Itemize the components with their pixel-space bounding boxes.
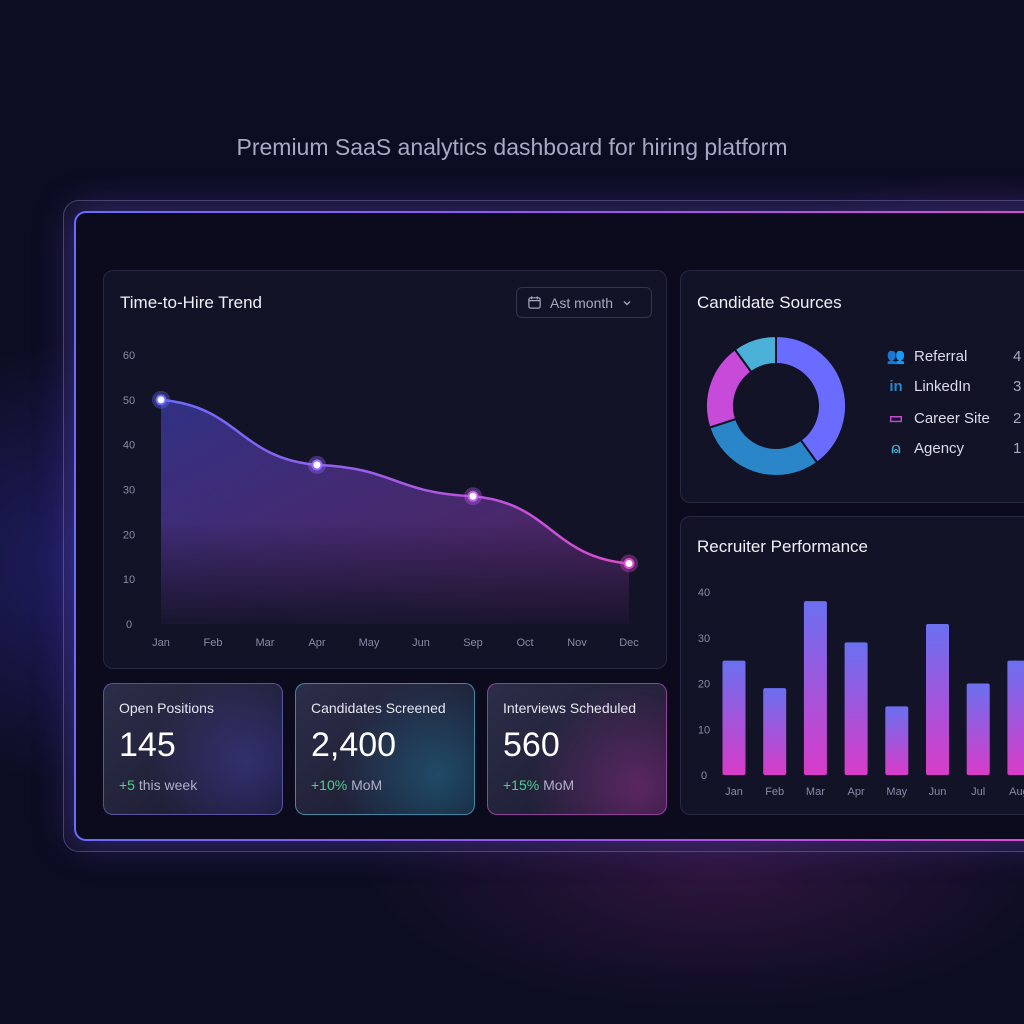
source-label: Agency (914, 440, 965, 457)
y-tick-label: 40 (698, 587, 710, 599)
x-tick-label: Jun (412, 637, 430, 649)
data-point[interactable] (155, 394, 167, 406)
kpi-delta-suffix: MoM (347, 777, 383, 793)
x-tick-label: Feb (765, 786, 784, 798)
y-tick-label: 20 (698, 679, 710, 691)
bar-mar[interactable] (803, 601, 827, 775)
period-label: Ast month (550, 294, 614, 311)
y-tick-label: 0 (701, 770, 707, 782)
x-tick-label: Mar (256, 637, 275, 649)
source-value: 1 (1013, 440, 1022, 457)
source-value: 3 (1013, 378, 1022, 395)
linkedin-icon: in (889, 378, 903, 395)
period-dropdown[interactable]: Ast month (516, 287, 652, 318)
users-icon: 👥 (886, 348, 906, 365)
source-legend-item: in LinkedIn 3 (886, 378, 1021, 395)
kpi-delta-value: +15% (503, 777, 540, 793)
headline: Premium SaaS analytics dashboard for hir… (236, 134, 788, 160)
source-label: LinkedIn (914, 378, 971, 395)
donut-slice-linkedin[interactable] (708, 417, 819, 477)
bar-jan[interactable] (722, 660, 746, 775)
area-fade (161, 521, 629, 626)
calendar-icon (528, 296, 541, 309)
kpi-delta: +5 this week (119, 777, 267, 793)
kpi-delta-suffix: this week (134, 777, 198, 793)
agency-icon: ⍝ (891, 440, 901, 457)
kpi-label: Candidates Screened (311, 700, 446, 716)
data-point[interactable] (467, 490, 479, 502)
trend-line (160, 398, 630, 565)
source-legend-item: ⍝ Agency 1 (886, 440, 1021, 457)
y-tick-label: 10 (123, 574, 135, 586)
kpi-card: Candidates Screened 2,400 +10% MoM (295, 683, 475, 815)
bar-jul[interactable] (966, 683, 990, 776)
x-tick-label: Sep (463, 637, 483, 649)
kpi-label: Interviews Scheduled (503, 700, 637, 716)
x-tick-label: Nov (567, 637, 587, 649)
kpi-delta: +10% MoM (311, 777, 459, 793)
y-tick-label: 30 (698, 633, 710, 645)
kpi-delta-value: +5 (119, 777, 135, 793)
source-value: 4 (1013, 347, 1022, 365)
time-to-hire-card: Time-to-Hire Trend Ast month 0 10 20 30 40 50… (103, 270, 667, 669)
recruiter-performance-card: Recruiter Performance 0 10 20 30 40 Jan Feb Mar… (680, 516, 1024, 815)
card-title: Recruiter Performance (697, 537, 869, 556)
monitor-icon: ▭ (888, 410, 904, 427)
x-tick-label: Apr (308, 637, 325, 649)
kpi-value: 560 (503, 726, 560, 764)
kpi-value: 2,400 (311, 726, 397, 764)
x-tick-label: Feb (204, 637, 223, 649)
source-legend-item: 👥 Referral 4 (886, 347, 1022, 366)
y-tick-label: 30 (123, 485, 135, 497)
data-point[interactable] (623, 557, 635, 569)
x-tick-label: Jan (152, 637, 170, 649)
y-tick-label: 20 (123, 529, 135, 541)
source-label: Referral (914, 347, 968, 365)
x-tick-label: Oct (516, 637, 533, 649)
recruiter-bar-chart: 0 10 20 30 40 Jan Feb Mar Apr May Jun Jul Aug (698, 587, 1024, 798)
source-label: Career Site (914, 409, 990, 427)
time-to-hire-chart: 0 10 20 30 40 50 60 Jan Feb Mar Apr May Jun Sep Oct Nov… (123, 350, 639, 649)
y-tick-label: 60 (123, 350, 135, 362)
source-value: 2 (1013, 409, 1022, 427)
x-tick-label: Aug (1009, 786, 1024, 798)
bar-apr[interactable] (844, 642, 868, 775)
y-tick-label: 50 (123, 395, 135, 407)
x-tick-label: Apr (848, 786, 865, 798)
kpi-label: Open Positions (119, 700, 214, 716)
chevron-down-icon (623, 300, 631, 305)
x-tick-label: Dec (619, 637, 639, 649)
bar-aug[interactable] (1007, 660, 1024, 775)
x-tick-label: May (886, 786, 907, 798)
source-legend-item: ▭ Career Site 2 (886, 409, 1021, 428)
x-tick-label: Jul (971, 786, 985, 798)
kpi-delta-value: +10% (311, 777, 348, 793)
bar-feb[interactable] (763, 688, 787, 775)
kpi-delta-suffix: MoM (539, 777, 575, 793)
sources-donut-chart (705, 334, 847, 477)
y-tick-label: 0 (126, 619, 132, 631)
x-tick-label: Jun (929, 786, 947, 798)
x-tick-label: Jan (725, 786, 743, 798)
kpi-card: Interviews Scheduled 560 +15% MoM (487, 683, 667, 815)
kpi-value: 145 (119, 726, 176, 764)
card-title: Candidate Sources (697, 293, 842, 312)
bar-jun[interactable] (926, 624, 949, 775)
y-tick-label: 40 (123, 440, 135, 452)
candidate-sources-card: Candidate Sources 👥 Referral 4 in LinkedIn 3 ▭… (680, 270, 1024, 503)
x-tick-label: Mar (806, 786, 825, 798)
bar-may[interactable] (885, 706, 909, 775)
y-tick-label: 10 (698, 724, 710, 736)
card-title: Time-to-Hire Trend (120, 293, 263, 312)
kpi-card: Open Positions 145 +5 this week (103, 683, 283, 815)
donut-slice-agency[interactable] (733, 334, 777, 374)
x-tick-label: May (359, 637, 380, 649)
data-point[interactable] (311, 459, 323, 471)
kpi-delta: +15% MoM (503, 777, 651, 793)
donut-slice-referral[interactable] (775, 334, 847, 465)
